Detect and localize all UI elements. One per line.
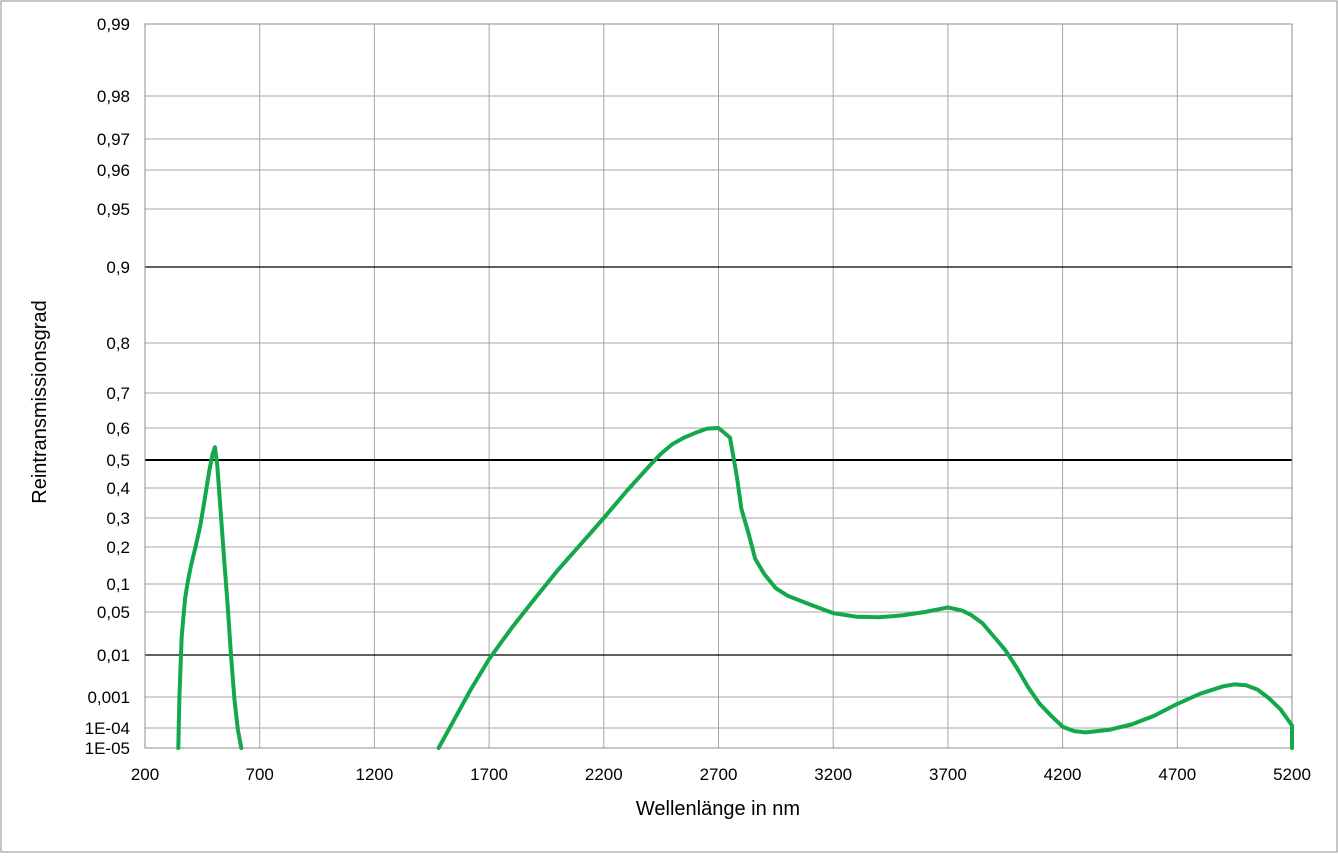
y-tick-label: 0,3	[106, 509, 130, 528]
y-tick-label: 0,05	[97, 603, 130, 622]
x-tick-labels: 200 700 1200 1700 2200 2700 3200 3700 4200 4700 52…	[131, 765, 1311, 784]
x-tick-label: 3700	[929, 765, 967, 784]
x-tick-label: 4200	[1044, 765, 1082, 784]
x-tick-label: 2200	[585, 765, 623, 784]
x-tick-label: 5200	[1273, 765, 1311, 784]
y-tick-label: 0,96	[97, 161, 130, 180]
x-axis-label: Wellenlänge in nm	[636, 798, 800, 820]
x-tick-label: 1700	[470, 765, 508, 784]
grid	[144, 23, 1293, 749]
y-axis-label: Reintransmissionsgrad	[29, 300, 51, 503]
y-tick-label: 0,7	[106, 384, 130, 403]
y-tick-label: 0,4	[106, 479, 130, 498]
x-tick-label: 200	[131, 765, 159, 784]
transmission-curve-segment-2	[436, 426, 1294, 750]
y-tick-label: 0,01	[97, 646, 130, 665]
y-tick-label: 0,001	[87, 688, 130, 707]
y-tick-label: 0,98	[97, 87, 130, 106]
y-tick-label: 0,1	[106, 575, 130, 594]
transmission-curve-segment-1	[176, 445, 244, 750]
series-layer	[176, 426, 1294, 750]
plot-area-frame	[144, 23, 1293, 749]
y-tick-label: 1E-05	[85, 739, 130, 758]
y-tick-label: 0,97	[97, 130, 130, 149]
x-tick-label: 4700	[1158, 765, 1196, 784]
y-tick-label: 0,5	[106, 451, 130, 470]
y-tick-label: 0,95	[97, 200, 130, 219]
y-tick-label: 0,99	[97, 15, 130, 34]
x-tick-label: 700	[246, 765, 274, 784]
y-tick-label: 0,6	[106, 419, 130, 438]
y-tick-label: 1E-04	[85, 719, 130, 738]
x-tick-label: 1200	[355, 765, 393, 784]
y-tick-label: 0,9	[106, 258, 130, 277]
y-tick-label: 0,8	[106, 334, 130, 353]
x-tick-label: 3200	[814, 765, 852, 784]
x-tick-label: 2700	[700, 765, 738, 784]
y-tick-label: 0,2	[106, 538, 130, 557]
